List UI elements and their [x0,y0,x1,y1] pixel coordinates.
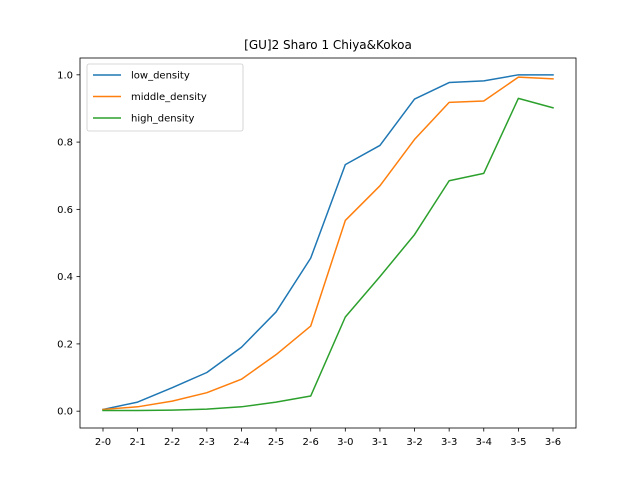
series-line-high-density [102,97,554,412]
y-tick-label: 0.0 [57,407,73,418]
legend: low_density middle_density high_density [86,63,244,132]
y-tick-label: 1.0 [57,70,73,81]
x-tick-label: 2-6 [303,437,319,448]
plot-lines [102,74,554,412]
x-tick-label: 3-4 [476,437,492,448]
x-tick-label: 3-5 [510,437,526,448]
x-tick-label: 3-3 [441,437,457,448]
series-line-middle-density [102,76,554,411]
x-axis: 2-0 2-1 2-2 2-3 2-4 2-5 2-6 3-0 3-1 3-2 3-3 3-4 3-5 3… [95,428,561,448]
x-tick-label: 2-3 [199,437,215,448]
x-tick-label: 3-2 [406,437,422,448]
legend-label: high_density [131,114,195,125]
x-tick-label: 2-1 [129,437,145,448]
y-tick-label: 0.2 [57,339,73,350]
x-tick-label: 2-0 [95,437,111,448]
legend-box [86,63,244,132]
chart-title: [GU]2 Sharo 1 Chiya&Kokoa [244,38,412,52]
x-tick-label: 3-6 [545,437,561,448]
y-tick-label: 0.4 [57,272,73,283]
x-tick-label: 3-0 [337,437,353,448]
y-tick-label: 0.8 [57,138,73,149]
legend-label: middle_density [131,92,207,103]
legend-label: low_density [131,71,190,82]
series-line-low-density [102,74,554,411]
y-axis: 0.0 0.2 0.4 0.6 0.8 1.0 [57,70,80,418]
x-tick-label: 2-2 [164,437,180,448]
y-tick-label: 0.6 [57,205,73,216]
plot-frame [79,57,577,429]
x-tick-label: 2-4 [233,437,249,448]
x-tick-label: 3-1 [372,437,388,448]
x-tick-label: 2-5 [268,437,284,448]
